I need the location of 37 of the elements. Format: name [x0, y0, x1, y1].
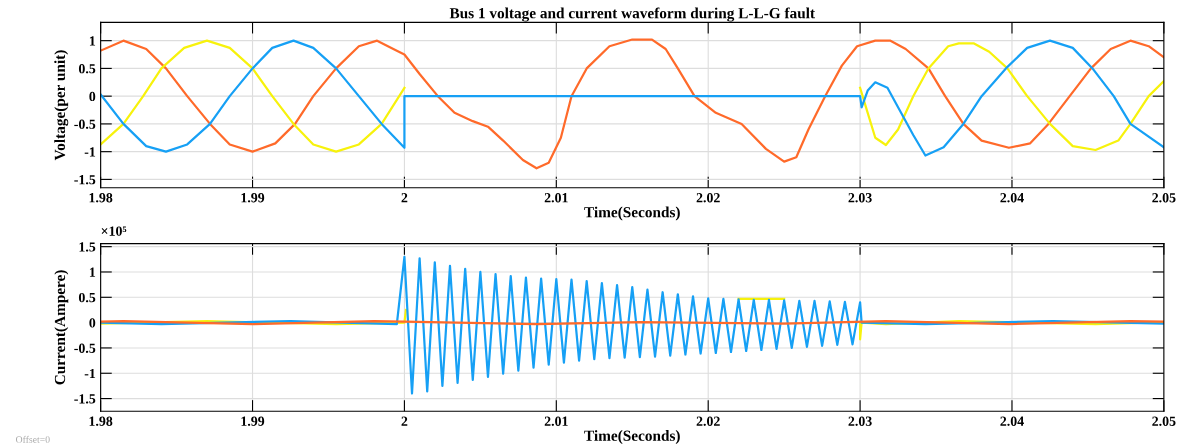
x-axis-title: Time(Seconds): [584, 206, 680, 221]
y-tick-label: 0: [89, 318, 96, 328]
y-tick-label: -0.5: [74, 119, 96, 129]
y-tick-label: -1.5: [74, 394, 96, 404]
text: ×10⁵: [101, 226, 127, 236]
x-tick-label: 2: [401, 193, 408, 203]
x-tick-label: 2.03: [848, 193, 872, 203]
x-tick-label: 1.99: [241, 193, 265, 203]
x-tick-label: 2.05: [1152, 193, 1176, 203]
chart-title: Bus 1 voltage and current waveform during L-L-G fault: [449, 7, 815, 22]
x-tick-label: 2.01: [544, 416, 568, 426]
y-tick-label: 0: [89, 91, 96, 102]
text: Offset=0: [15, 435, 50, 443]
x-tick-label: 1.98: [89, 416, 113, 426]
y-tick-label: -1: [84, 368, 96, 379]
y-tick-label: -0.5: [74, 343, 96, 353]
y-tick-label: 0.5: [78, 64, 96, 74]
x-tick-label: 2.04: [1000, 416, 1024, 426]
x-tick-label: 2.05: [1152, 416, 1176, 426]
y-tick-label: -1.5: [74, 175, 96, 185]
y-tick-label: 1.5: [79, 242, 96, 252]
x-tick-label: 2.02: [696, 193, 720, 203]
y-tick-label: 1: [89, 267, 96, 277]
y-tick-label: 1: [89, 36, 96, 46]
x-tick-label: 2: [401, 416, 408, 426]
x-tick-label: 2.03: [848, 416, 872, 426]
x-tick-label: 2.01: [544, 193, 568, 203]
y-tick-label: 0.5: [78, 292, 96, 303]
y-tick-label: -1: [84, 147, 96, 157]
x-tick-label: 1.98: [89, 193, 113, 203]
line-series: [100, 255, 1164, 395]
y-axis-title: Current(Ampere): [54, 270, 69, 385]
y-axis-title: Voltage(per unit): [54, 50, 69, 161]
x-axis-title: Time(Seconds): [584, 430, 680, 444]
x-tick-label: 2.04: [1000, 193, 1024, 203]
x-tick-label: 1.99: [241, 416, 265, 426]
x-tick-label: 2.02: [696, 416, 720, 426]
